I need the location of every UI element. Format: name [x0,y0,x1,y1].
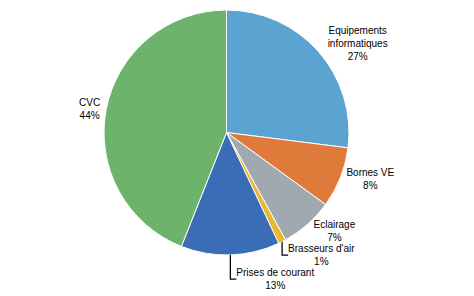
svg-text:Prises de courant13%: Prises de courant13% [236,267,314,291]
svg-text:Equipementsinformatiques27%: Equipementsinformatiques27% [328,25,388,62]
svg-text:Brasseurs d'air1%: Brasseurs d'air1% [288,243,355,267]
svg-text:CVC44%: CVC44% [79,97,100,121]
svg-text:Bornes VE8%: Bornes VE8% [346,167,394,191]
svg-text:Eclairage7%: Eclairage7% [314,219,356,243]
